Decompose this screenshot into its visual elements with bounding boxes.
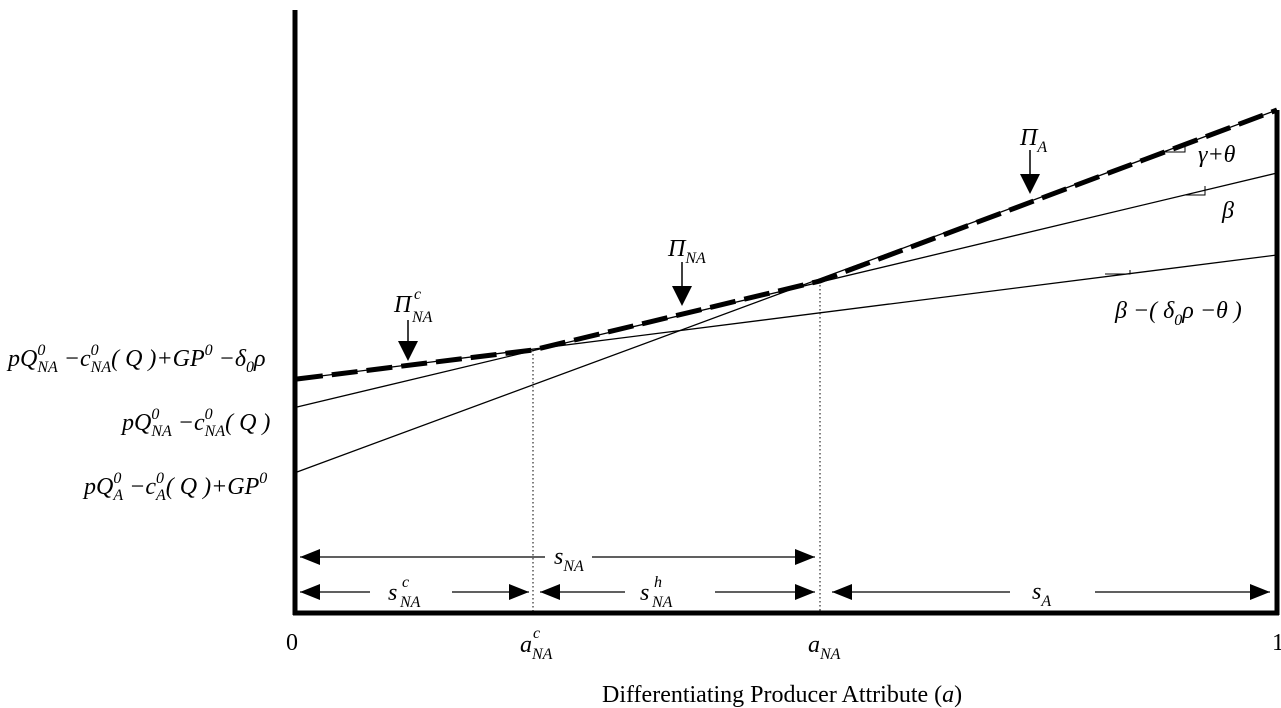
arrow-s-a-left-head xyxy=(832,584,852,600)
arrow-s-nac-right-head xyxy=(509,584,529,600)
arrow-s-a-right-head xyxy=(1250,584,1270,600)
label-gamma-theta: γ+θ xyxy=(1198,142,1236,168)
label-intercept-mid: pQ0 NA −c0 NA( Q ) xyxy=(120,406,270,440)
slope-triangle-beta xyxy=(1185,186,1206,196)
arrow-s-na-right-head xyxy=(795,549,815,565)
arrow-s-nah-right-head xyxy=(795,584,815,600)
slope-triangle-beta-expr xyxy=(1105,270,1131,275)
label-beta: β xyxy=(1221,198,1234,224)
label-s-na-h: s h NA xyxy=(640,574,673,611)
arrow-pi-nac-head xyxy=(398,341,418,361)
x-axis-title: Differentiating Producer Attribute (a) xyxy=(602,682,962,708)
label-beta-expr: β −( δ0ρ −θ ) xyxy=(1114,298,1242,329)
label-pi-na: ΠNA xyxy=(667,236,706,267)
upper-envelope-dashed xyxy=(296,107,1278,382)
label-a-na-c: ac NA xyxy=(520,625,553,663)
arrow-s-nac-left-head xyxy=(300,584,320,600)
arrow-s-nah-left-head xyxy=(540,584,560,600)
arrow-pi-a-head xyxy=(1020,174,1040,194)
label-pi-a: ΠA xyxy=(1019,125,1047,156)
label-s-na-c: s c NA xyxy=(388,574,421,611)
x-min-label: 0 xyxy=(286,630,298,656)
x-max-label: 1 xyxy=(1272,630,1281,656)
label-intercept-low: pQ0 A −c0 A( Q )+GP0 xyxy=(82,470,267,504)
arrow-pi-na-head xyxy=(672,286,692,306)
label-s-a: sA xyxy=(1032,579,1051,610)
label-a-na: aNA xyxy=(808,632,841,663)
slope-triangle-gamma-theta xyxy=(1160,143,1186,153)
label-s-na: sNA xyxy=(554,544,584,575)
arrow-s-na-left-head xyxy=(300,549,320,565)
label-intercept-top: pQ0 NA −c0 NA( Q )+GP0 −δ0ρ xyxy=(6,342,266,376)
